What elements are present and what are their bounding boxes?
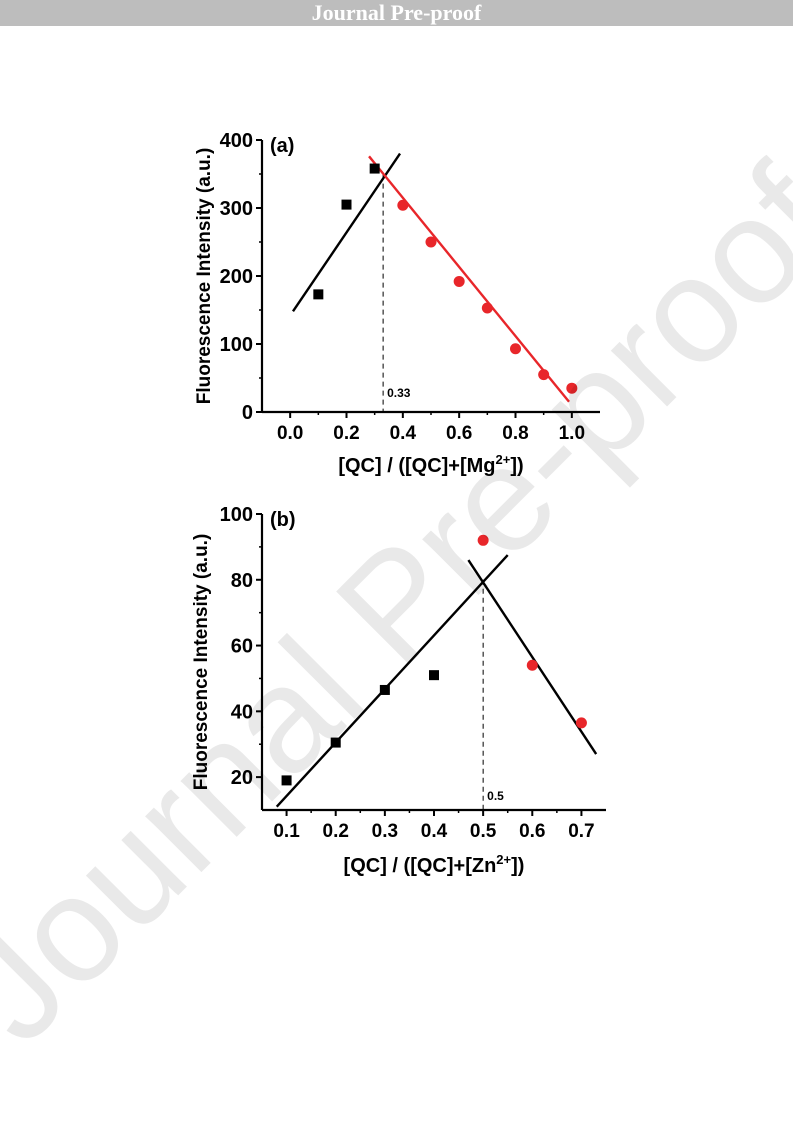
y-tick-label: 200 xyxy=(220,266,253,288)
data-point-square xyxy=(379,684,390,695)
x-tick-label: 0.8 xyxy=(502,423,528,444)
x-tick-label: 0.4 xyxy=(421,821,448,842)
x-tick-label: 0.6 xyxy=(446,423,472,444)
y-tick-label: 400 xyxy=(220,130,253,152)
x-tick-label: 0.3 xyxy=(372,821,398,842)
x-tick-label: 0.2 xyxy=(323,821,349,842)
data-point-circle xyxy=(477,534,489,546)
y-tick-label: 300 xyxy=(220,198,253,220)
data-point-circle xyxy=(526,659,538,671)
intersection-value-label: 0.33 xyxy=(387,386,411,400)
data-point-circle xyxy=(538,369,550,381)
data-point-circle xyxy=(566,382,578,394)
fit-line xyxy=(368,155,570,403)
panel-label: (b) xyxy=(270,509,296,531)
data-point-square xyxy=(330,737,341,748)
y-tick-label: 60 xyxy=(231,636,253,658)
y-axis-title: Fluorescence Intensity (a.u.) xyxy=(191,534,212,791)
y-tick-label: 0 xyxy=(242,402,253,424)
intersection-value-label: 0.5 xyxy=(487,789,504,803)
fit-line xyxy=(291,152,402,313)
data-point-circle xyxy=(453,275,465,287)
y-axis-title: Fluorescence Intensity (a.u.) xyxy=(194,148,215,405)
data-point-circle xyxy=(397,199,409,211)
x-tick-label: 0.1 xyxy=(273,821,300,842)
data-point-circle xyxy=(575,717,587,729)
fit-line xyxy=(275,554,509,808)
journal-preproof-banner: Journal Pre-proof xyxy=(0,0,793,26)
fit-line xyxy=(467,559,598,755)
data-point-square xyxy=(429,670,439,681)
y-tick-label: 20 xyxy=(231,767,253,789)
data-point-circle xyxy=(425,236,437,248)
data-point-square xyxy=(313,289,324,300)
x-axis-title: [QC] / ([QC]+[Mg2+]) xyxy=(338,452,523,477)
x-tick-label: 0.7 xyxy=(568,821,594,842)
x-tick-label: 1.0 xyxy=(559,423,585,444)
data-point-circle xyxy=(510,343,521,355)
x-tick-label: 0.5 xyxy=(470,821,497,842)
x-tick-label: 0.0 xyxy=(277,423,303,444)
x-tick-label: 0.4 xyxy=(390,423,417,444)
data-point-square xyxy=(341,199,352,210)
data-point-circle xyxy=(481,302,493,314)
data-point-square xyxy=(369,163,380,174)
y-tick-label: 100 xyxy=(220,504,253,526)
panel-label: (a) xyxy=(270,135,294,157)
x-axis-title: [QC] / ([QC]+[Zn2+]) xyxy=(344,852,525,877)
y-tick-label: 100 xyxy=(220,334,253,356)
data-point-square xyxy=(281,775,292,786)
x-tick-label: 0.6 xyxy=(519,821,545,842)
chart-b: 20 40 60 80 100 0.1 0.2 0.3 0.4 0.5 0.6 0.7 (b) Fluor… xyxy=(191,504,606,877)
y-tick-label: 80 xyxy=(231,570,253,592)
x-tick-label: 0.2 xyxy=(333,423,359,444)
chart-a: 0 100 200 300 400 0.0 0.2 0.4 0.6 0.8 1.0 (a) Fluore… xyxy=(194,130,600,477)
y-tick-label: 40 xyxy=(231,701,253,723)
